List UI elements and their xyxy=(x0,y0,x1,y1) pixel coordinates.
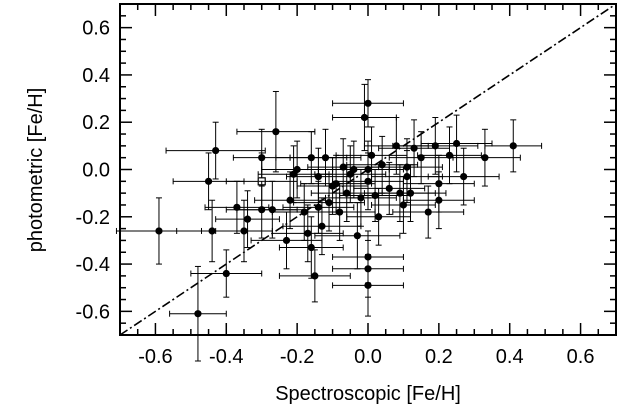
x-tick-label: 0.0 xyxy=(354,346,382,368)
data-marker xyxy=(243,215,252,223)
data-marker xyxy=(318,222,326,230)
data-marker xyxy=(332,180,340,188)
plot-content xyxy=(115,3,617,362)
data-marker xyxy=(353,232,361,240)
data-marker xyxy=(293,165,301,174)
data-marker xyxy=(240,227,248,235)
y-axis-title: photometric [Fe/H] xyxy=(25,88,47,253)
data-marker xyxy=(222,269,230,278)
x-tick-label: -0.2 xyxy=(280,346,314,368)
data-marker xyxy=(481,154,489,162)
data-marker xyxy=(304,229,312,237)
data-point-43 xyxy=(332,254,404,317)
axis-ticks xyxy=(119,3,617,336)
data-point-15 xyxy=(254,171,326,230)
data-marker xyxy=(282,236,291,245)
x-axis-title: Spectroscopic [Fe/H] xyxy=(275,383,461,405)
y-tick-label: 0.6 xyxy=(82,18,110,40)
data-point-58 xyxy=(392,116,479,175)
x-tick-label: 0.6 xyxy=(567,346,595,368)
data-marker xyxy=(155,227,163,235)
data-marker xyxy=(378,161,386,169)
data-marker xyxy=(325,199,333,207)
data-point-64 xyxy=(448,128,521,187)
x-tick-label: -0.6 xyxy=(138,346,172,368)
data-marker xyxy=(343,189,351,197)
data-point-38 xyxy=(332,79,404,128)
y-tick-label: -0.6 xyxy=(76,301,110,323)
data-point-7 xyxy=(215,199,273,263)
data-point-56 xyxy=(388,131,454,185)
data-marker xyxy=(367,151,376,159)
x-tick-label: 0.4 xyxy=(496,346,524,368)
data-point-8 xyxy=(215,190,280,249)
data-point-65 xyxy=(484,119,543,173)
data-point-48 xyxy=(353,161,426,215)
data-point-62 xyxy=(420,114,493,173)
data-marker xyxy=(460,172,468,181)
data-marker xyxy=(286,196,294,204)
data-point-24 xyxy=(286,147,351,206)
data-marker xyxy=(403,163,411,171)
data-point-4 xyxy=(165,121,266,180)
data-point-37 xyxy=(332,83,397,152)
data-marker xyxy=(406,189,415,197)
data-point-40 xyxy=(332,152,404,211)
data-marker xyxy=(417,154,425,162)
data-marker xyxy=(399,201,408,209)
y-tick-label: 0.0 xyxy=(82,160,110,182)
data-marker xyxy=(410,144,418,152)
data-marker xyxy=(424,208,432,216)
y-tick-label: -0.4 xyxy=(76,254,110,276)
data-marker xyxy=(321,154,330,162)
data-point-57 xyxy=(392,185,465,239)
data-point-44 xyxy=(335,126,408,185)
axis-tick-labels: -0.6 -0.4 -0.2 0.0 0.2 0.4 0.6 -0.6 -0.4 -0.2 0.0 0… xyxy=(76,18,595,368)
data-point-35 xyxy=(314,202,401,270)
data-marker xyxy=(314,203,322,211)
one-to-one-reference-line xyxy=(119,3,617,336)
x-tick-label: 0.2 xyxy=(425,346,453,368)
data-point-60 xyxy=(402,171,475,230)
data-point-55 xyxy=(378,119,450,178)
data-marker xyxy=(364,281,372,289)
data-point-1 xyxy=(169,265,227,362)
data-marker xyxy=(509,142,517,150)
y-tick-label: -0.2 xyxy=(76,207,110,229)
data-marker xyxy=(357,194,365,202)
data-point-25 xyxy=(282,197,362,256)
data-marker xyxy=(336,208,344,216)
x-tick-label: -0.4 xyxy=(209,346,243,368)
data-marker xyxy=(204,177,213,185)
data-point-22 xyxy=(278,249,351,303)
data-marker xyxy=(375,213,383,221)
y-tick-label: 0.2 xyxy=(82,112,110,134)
data-marker xyxy=(360,113,369,122)
data-point-53 xyxy=(371,138,443,197)
data-marker xyxy=(311,272,319,280)
data-point-14 xyxy=(250,211,323,270)
data-marker xyxy=(272,128,280,136)
data-marker xyxy=(364,177,372,185)
data-marker xyxy=(435,196,443,204)
data-point-21 xyxy=(278,216,344,279)
y-tick-label: 0.4 xyxy=(82,65,110,87)
data-marker xyxy=(307,243,315,252)
data-marker xyxy=(314,172,322,181)
data-marker xyxy=(385,184,393,193)
data-marker xyxy=(208,227,216,235)
data-marker xyxy=(364,99,372,107)
data-marker xyxy=(431,142,439,150)
data-marker xyxy=(212,146,220,155)
data-point-5 xyxy=(190,249,263,298)
data-marker xyxy=(339,163,347,171)
data-marker xyxy=(194,310,202,318)
data-marker xyxy=(452,139,461,148)
data-point-19 xyxy=(271,204,344,263)
